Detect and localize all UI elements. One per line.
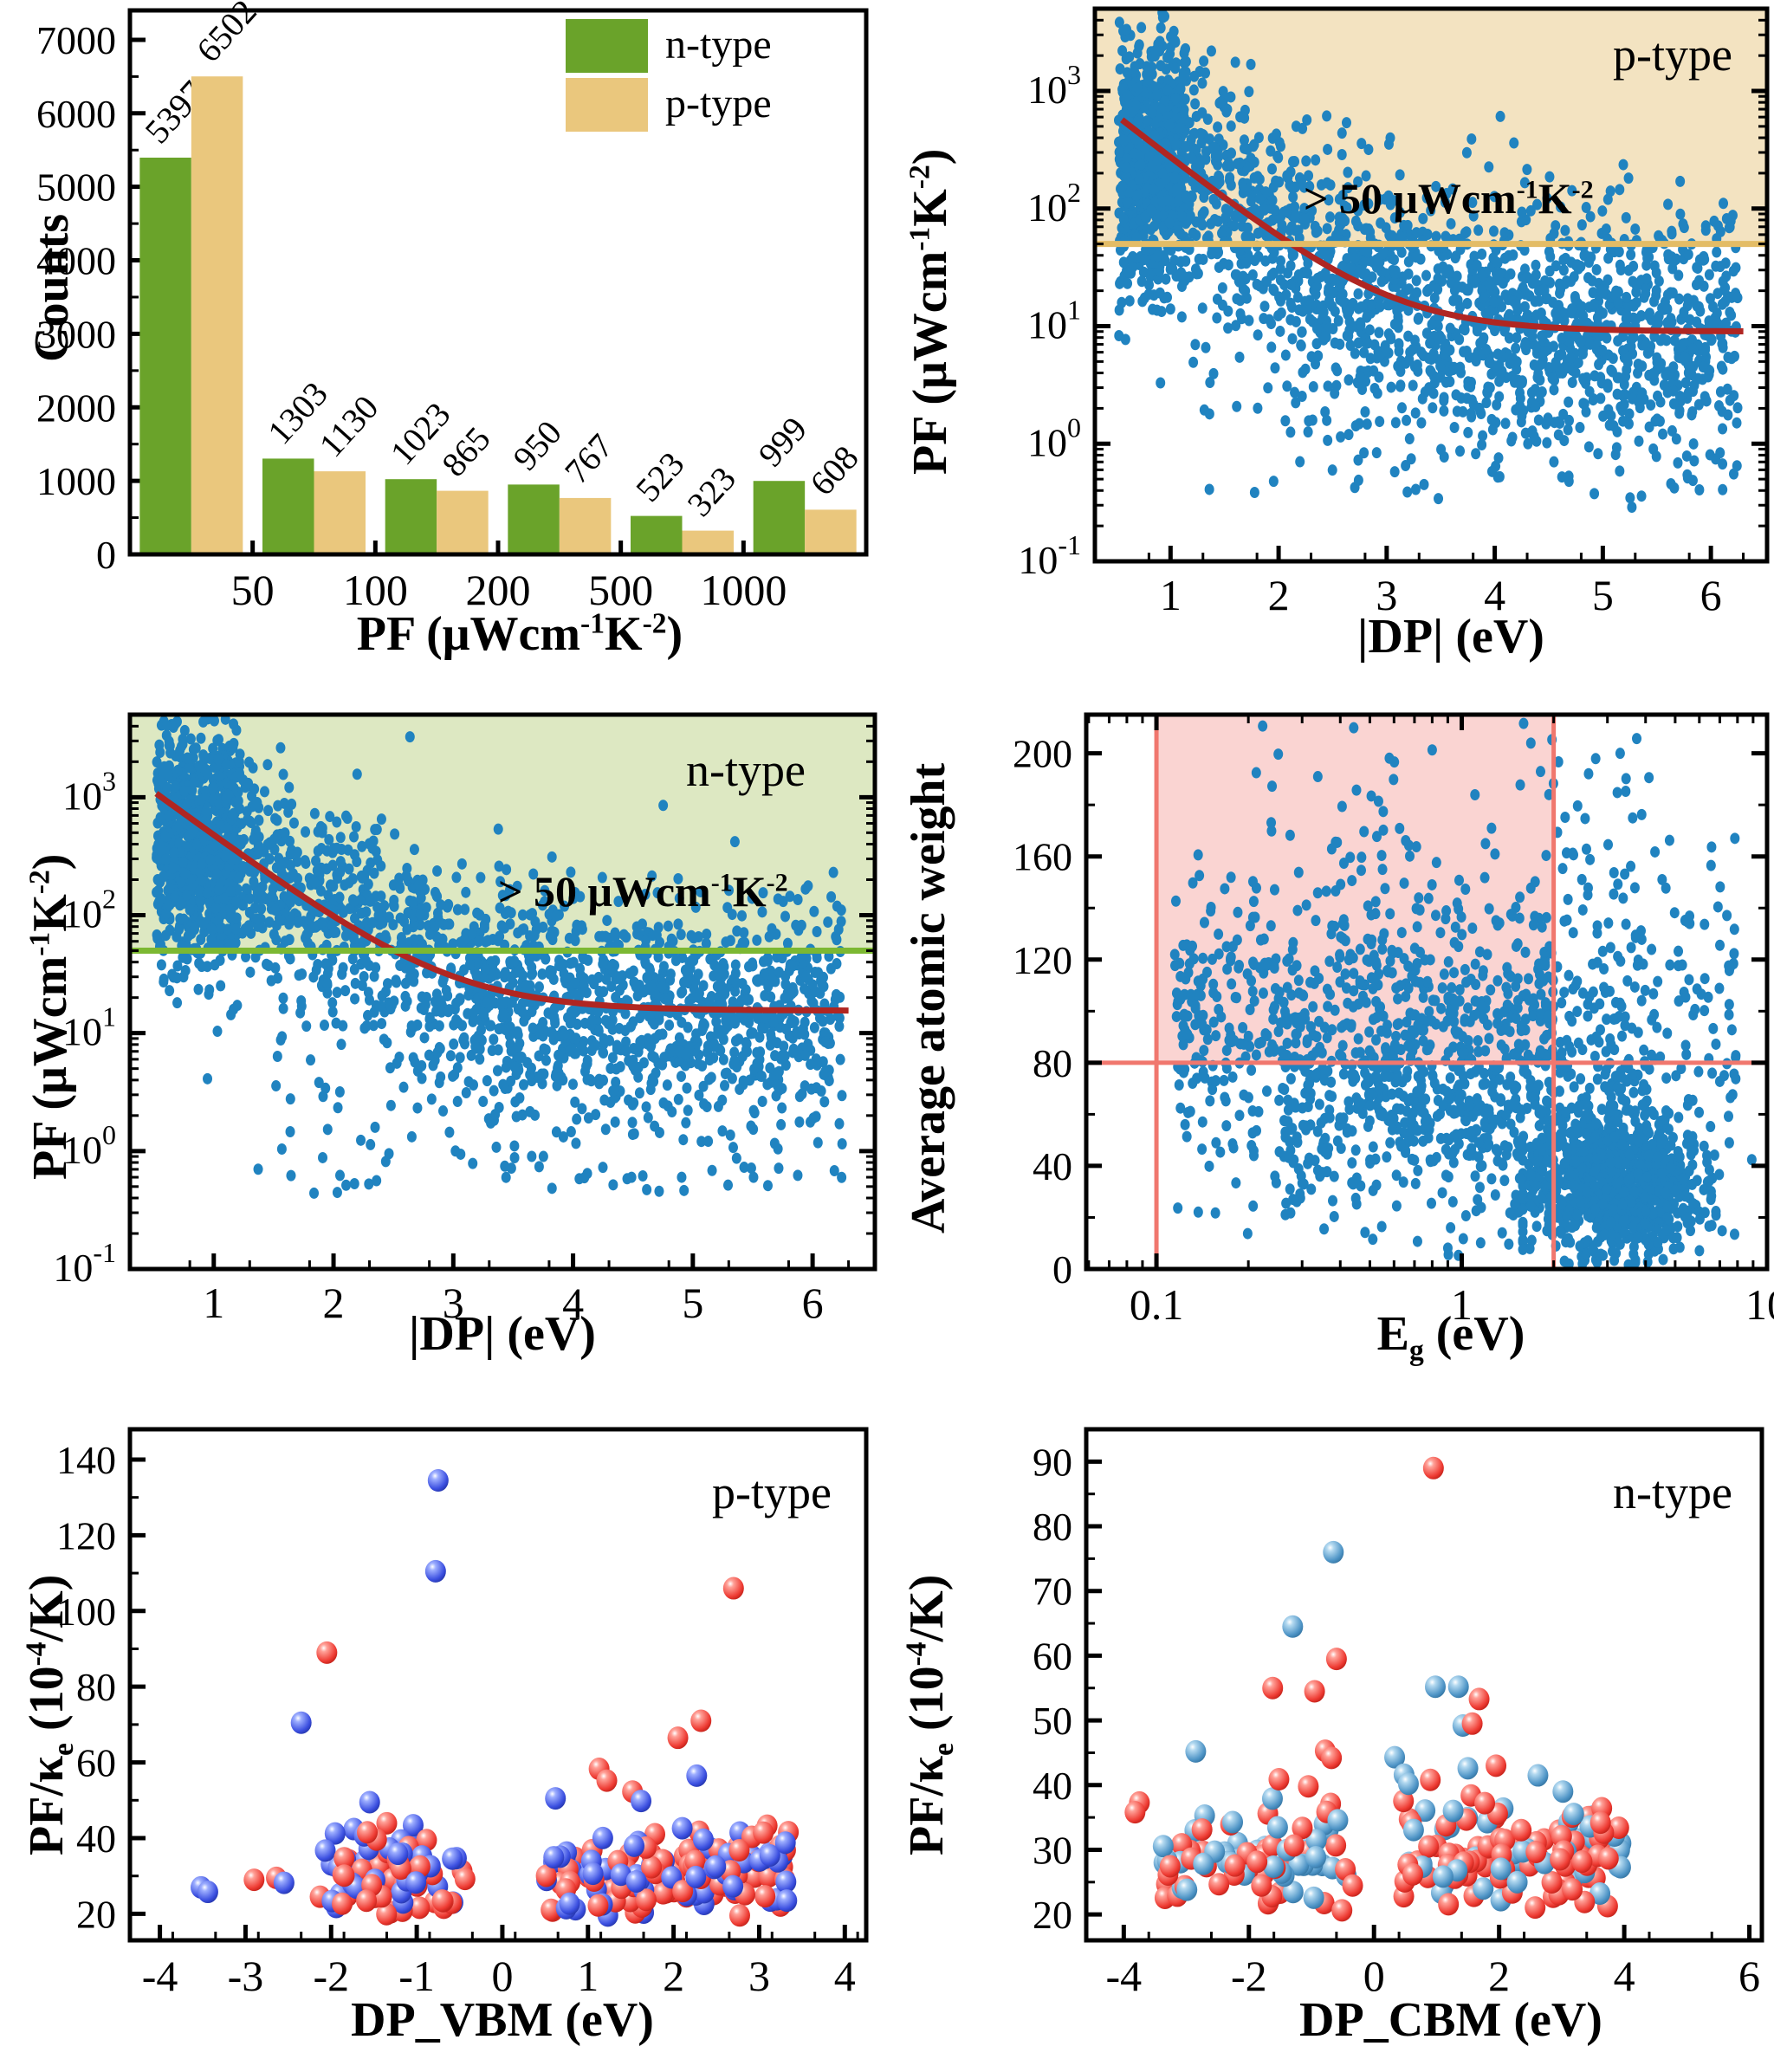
svg-text:100: 100 <box>343 566 408 614</box>
svg-text:102: 102 <box>1027 177 1081 230</box>
nscat-threshold-annotation: > 50 μWcm-1K-2 <box>498 867 788 916</box>
weight-y-axis-title: Average atomic weight <box>902 762 955 1233</box>
nscat-x-axis-title: |DP| (eV) <box>409 1307 596 1361</box>
svg-text:500: 500 <box>588 566 653 614</box>
bar-n-type-0 <box>139 157 191 555</box>
threshold-region <box>1095 9 1767 244</box>
svg-text:4000: 4000 <box>36 239 116 283</box>
svg-text:103: 103 <box>1027 59 1081 112</box>
bar-n-type-5 <box>753 481 806 554</box>
legend-n-type-label: n-type <box>665 22 772 68</box>
bar-p-type-5 <box>805 509 857 554</box>
svg-text:5: 5 <box>1592 571 1614 619</box>
bar-p-type-1 <box>314 471 366 554</box>
cbm-corner-label: n-type <box>1613 1467 1732 1518</box>
legend-n-type-swatch <box>566 19 648 73</box>
vbm-x-axis-title: DP_VBM (eV) <box>351 1993 654 2047</box>
pscat-x-axis-title: |DP| (eV) <box>1357 610 1544 664</box>
nscat-corner-label: n-type <box>686 744 806 796</box>
pscat-corner-label: p-type <box>1613 29 1732 81</box>
nscat-y-axis-title: PF (μWcm-1K-2) <box>23 853 77 1180</box>
svg-text:1000: 1000 <box>700 566 787 614</box>
svg-text:3: 3 <box>1376 571 1397 619</box>
bar-p-type-0 <box>191 76 243 555</box>
svg-text:2000: 2000 <box>36 385 116 430</box>
svg-text:6000: 6000 <box>36 92 116 136</box>
weight-x-axis-title: Eg (eV) <box>1376 1307 1525 1368</box>
svg-text:200: 200 <box>466 566 531 614</box>
bar-n-type-2 <box>385 479 437 554</box>
svg-text:5000: 5000 <box>36 165 116 210</box>
vbm-y-axis-title: PF/κe (10-4/K) <box>20 1574 81 1855</box>
svg-text:6: 6 <box>1700 571 1722 619</box>
vbm-corner-label: p-type <box>712 1467 832 1518</box>
pscat-threshold-annotation: > 50 μWcm-1K-2 <box>1304 174 1594 223</box>
svg-text:1000: 1000 <box>36 459 116 503</box>
atomic-weight-vs-eg-chart: 0.111004080120160200 <box>1013 712 1774 1329</box>
bar-n-type-4 <box>631 515 683 554</box>
fit-curve <box>1120 117 1744 334</box>
svg-text:767: 767 <box>557 426 621 491</box>
svg-text:999: 999 <box>751 410 815 475</box>
svg-text:100: 100 <box>1027 411 1081 464</box>
cbm-y-axis-title: PF/κe (10-4/K) <box>900 1574 961 1855</box>
hist-y-axis-title: Counts <box>25 213 79 362</box>
bar-n-type-1 <box>262 458 314 554</box>
svg-text:10-1: 10-1 <box>1018 529 1081 582</box>
svg-text:3000: 3000 <box>36 312 116 356</box>
bar-p-type-3 <box>559 497 612 554</box>
svg-text:101: 101 <box>1027 295 1081 347</box>
svg-text:2: 2 <box>1268 571 1290 619</box>
svg-text:4: 4 <box>1484 571 1505 619</box>
p-type-pf-vs-dp-chart: 1 2 3 4 5 6 10-1 100 101 102 103 <box>1018 6 1770 619</box>
pscat-y-axis-title: PF (μWcm-1K-2) <box>903 148 957 475</box>
bar-p-type-4 <box>682 530 734 554</box>
hist-x-axis-title: PF (μWcm-1K-2) <box>356 607 683 661</box>
fit-curve <box>154 791 849 1014</box>
svg-text:7000: 7000 <box>36 18 116 62</box>
histogram-pf-counts-chart: 0 1000 2000 3000 4000 5000 6000 7000 50 100 200 500… <box>36 0 869 614</box>
svg-text:1: 1 <box>1160 571 1182 619</box>
legend-p-type-swatch <box>566 78 648 132</box>
bar-n-type-3 <box>508 484 560 554</box>
svg-text:50: 50 <box>231 566 275 614</box>
legend-p-type-label: p-type <box>665 81 772 126</box>
svg-text:608: 608 <box>802 438 866 503</box>
cbm-x-axis-title: DP_CBM (eV) <box>1299 1993 1602 2047</box>
svg-text:0: 0 <box>96 533 116 577</box>
bar-p-type-2 <box>437 490 489 554</box>
